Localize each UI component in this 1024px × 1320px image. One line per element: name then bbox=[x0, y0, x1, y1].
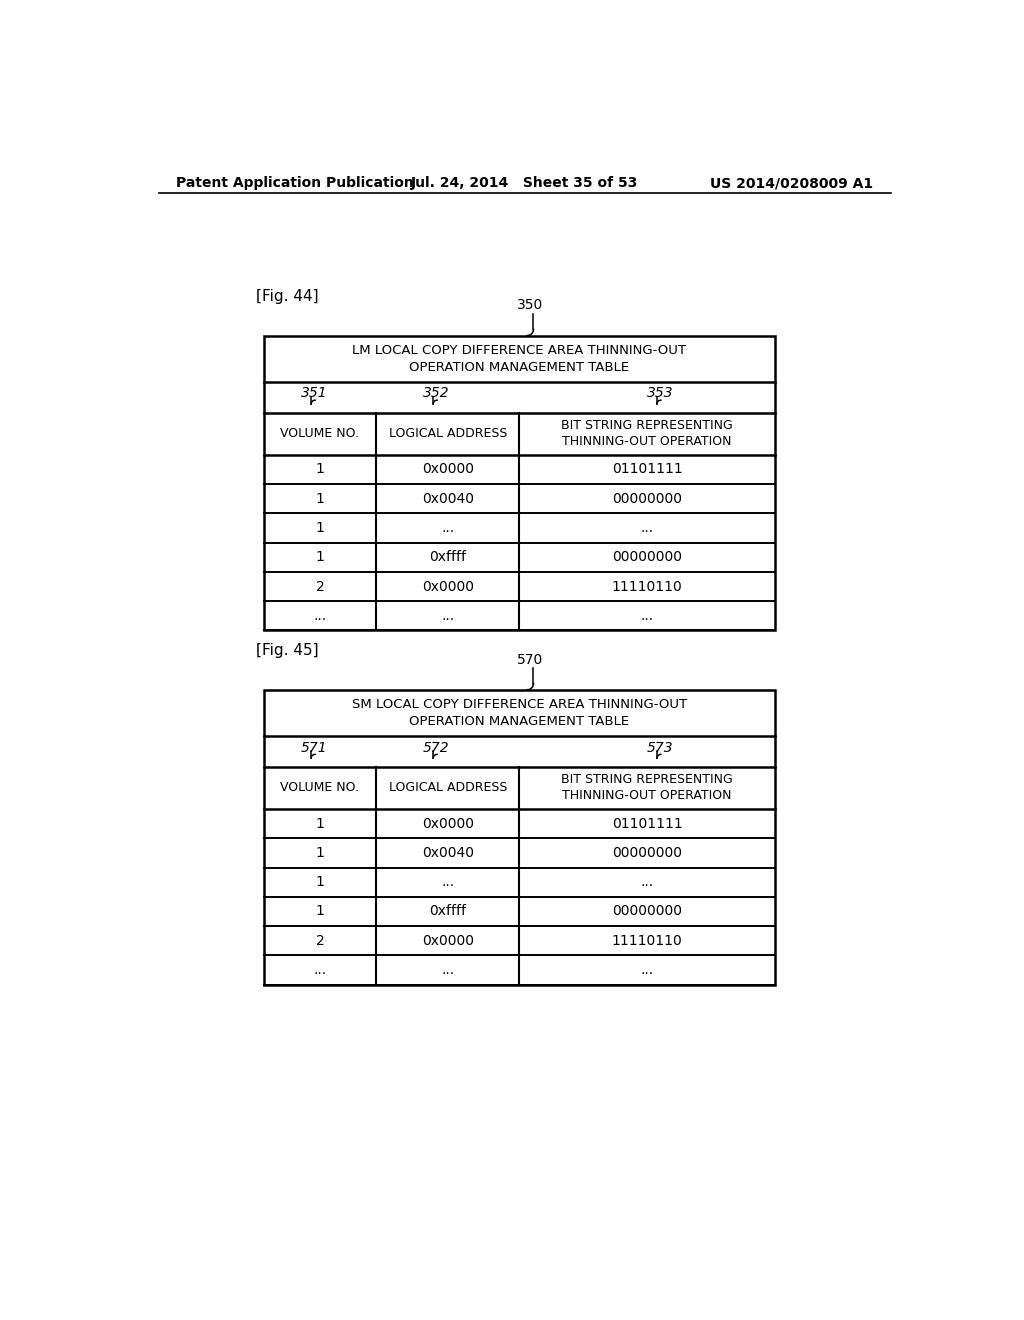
Text: SM LOCAL COPY DIFFERENCE AREA THINNING-OUT
OPERATION MANAGEMENT TABLE: SM LOCAL COPY DIFFERENCE AREA THINNING-O… bbox=[352, 698, 687, 727]
Text: LM LOCAL COPY DIFFERENCE AREA THINNING-OUT
OPERATION MANAGEMENT TABLE: LM LOCAL COPY DIFFERENCE AREA THINNING-O… bbox=[352, 343, 686, 374]
Text: ...: ... bbox=[313, 964, 327, 977]
Text: 1: 1 bbox=[315, 550, 325, 564]
Text: 2: 2 bbox=[315, 579, 325, 594]
Text: 571: 571 bbox=[301, 741, 328, 755]
Text: 572: 572 bbox=[423, 741, 450, 755]
Text: VOLUME NO.: VOLUME NO. bbox=[281, 428, 359, 440]
Text: 0xffff: 0xffff bbox=[429, 550, 466, 564]
Text: 1: 1 bbox=[315, 846, 325, 859]
Text: Jul. 24, 2014   Sheet 35 of 53: Jul. 24, 2014 Sheet 35 of 53 bbox=[411, 176, 639, 190]
Text: ...: ... bbox=[641, 875, 653, 890]
Text: 11110110: 11110110 bbox=[612, 933, 683, 948]
Text: 00000000: 00000000 bbox=[612, 492, 682, 506]
Text: 0x0000: 0x0000 bbox=[422, 817, 474, 830]
Bar bbox=[263, 689, 775, 985]
Text: US 2014/0208009 A1: US 2014/0208009 A1 bbox=[711, 176, 873, 190]
Text: ...: ... bbox=[441, 609, 455, 623]
Text: 352: 352 bbox=[423, 387, 450, 400]
Text: VOLUME NO.: VOLUME NO. bbox=[281, 781, 359, 795]
Bar bbox=[263, 335, 775, 631]
Text: 353: 353 bbox=[647, 387, 674, 400]
Text: 01101111: 01101111 bbox=[612, 817, 683, 830]
Text: ...: ... bbox=[641, 964, 653, 977]
Text: [Fig. 45]: [Fig. 45] bbox=[256, 644, 318, 659]
Text: 0x0000: 0x0000 bbox=[422, 579, 474, 594]
Text: 350: 350 bbox=[516, 298, 543, 313]
Text: BIT STRING REPRESENTING
THINNING-OUT OPERATION: BIT STRING REPRESENTING THINNING-OUT OPE… bbox=[561, 420, 733, 449]
Text: 00000000: 00000000 bbox=[612, 550, 682, 564]
Text: 1: 1 bbox=[315, 875, 325, 890]
Text: 1: 1 bbox=[315, 521, 325, 535]
Text: 11110110: 11110110 bbox=[612, 579, 683, 594]
Text: 351: 351 bbox=[301, 387, 328, 400]
Text: 1: 1 bbox=[315, 817, 325, 830]
Text: Patent Application Publication: Patent Application Publication bbox=[176, 176, 414, 190]
Text: 1: 1 bbox=[315, 904, 325, 919]
Text: ...: ... bbox=[441, 875, 455, 890]
Text: 1: 1 bbox=[315, 462, 325, 477]
Text: ...: ... bbox=[441, 521, 455, 535]
Text: LOGICAL ADDRESS: LOGICAL ADDRESS bbox=[388, 428, 507, 440]
Text: 0x0000: 0x0000 bbox=[422, 933, 474, 948]
Text: 00000000: 00000000 bbox=[612, 846, 682, 859]
Text: 0x0000: 0x0000 bbox=[422, 462, 474, 477]
Text: 570: 570 bbox=[516, 652, 543, 667]
Text: 0x0040: 0x0040 bbox=[422, 846, 474, 859]
Text: 2: 2 bbox=[315, 933, 325, 948]
Text: 01101111: 01101111 bbox=[612, 462, 683, 477]
Text: 0xffff: 0xffff bbox=[429, 904, 466, 919]
Text: 573: 573 bbox=[647, 741, 674, 755]
Text: ...: ... bbox=[441, 964, 455, 977]
Text: 00000000: 00000000 bbox=[612, 904, 682, 919]
Text: 0x0040: 0x0040 bbox=[422, 492, 474, 506]
Text: BIT STRING REPRESENTING
THINNING-OUT OPERATION: BIT STRING REPRESENTING THINNING-OUT OPE… bbox=[561, 774, 733, 803]
Text: [Fig. 44]: [Fig. 44] bbox=[256, 289, 318, 305]
Text: LOGICAL ADDRESS: LOGICAL ADDRESS bbox=[388, 781, 507, 795]
Text: ...: ... bbox=[641, 609, 653, 623]
Text: ...: ... bbox=[641, 521, 653, 535]
Text: 1: 1 bbox=[315, 492, 325, 506]
Text: ...: ... bbox=[313, 609, 327, 623]
